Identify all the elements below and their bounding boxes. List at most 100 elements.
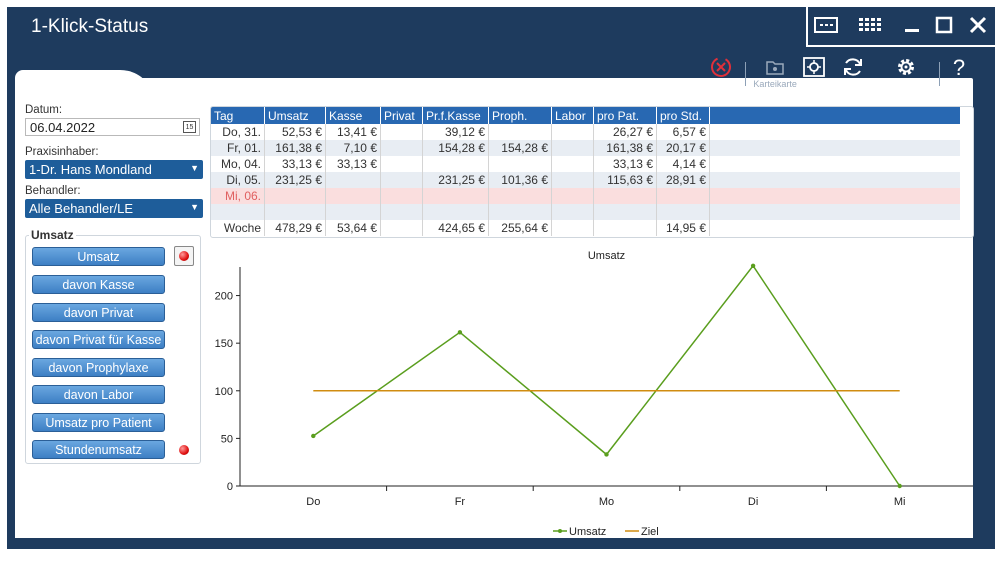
table-row[interactable]: Di, 05. 231,25 € 231,25 € 101,36 € 115,6… [211, 172, 960, 188]
zoom-label: Zoom [802, 79, 826, 89]
karteikarte-button[interactable]: Karteikarte [753, 56, 797, 89]
table-cell [593, 220, 657, 236]
umsatz-group-title: Umsatz [29, 228, 76, 242]
table-cell [551, 220, 594, 236]
column-header[interactable]: Labor [551, 107, 594, 124]
maximize-button[interactable] [928, 7, 960, 43]
table-cell: Fr, 01. [211, 140, 265, 156]
y-tick-label: 50 [221, 433, 233, 445]
table-cell [488, 188, 552, 204]
table-cell [422, 204, 489, 220]
table-cell: 154,28 € [488, 140, 552, 156]
x-tick-label: Fr [455, 496, 466, 508]
table-row[interactable]: Mo, 04. 33,13 € 33,13 € 33,13 € 4,14 € [211, 156, 960, 172]
data-point [604, 452, 609, 457]
column-header[interactable]: Kasse [325, 107, 381, 124]
data-point [311, 433, 316, 439]
neuaufbau-label: Neuaufbau [830, 79, 875, 89]
umsatz-button[interactable]: Umsatz [32, 247, 165, 266]
behandler-label: Behandler: [25, 185, 81, 197]
table-cell [593, 204, 657, 220]
table-cell: 14,95 € [656, 220, 710, 236]
data-point [897, 483, 902, 489]
table-cell: 231,25 € [264, 172, 326, 188]
davon-privat-button[interactable]: davon Privat [32, 303, 165, 322]
umsatz-led-box[interactable] [174, 246, 194, 266]
minimize-icon [905, 29, 919, 32]
praxis-value: 1-Dr. Hans Mondland [29, 162, 152, 177]
praxis-select[interactable]: 1-Dr. Hans Mondland ▼ [25, 160, 203, 179]
table-cell [325, 188, 381, 204]
table-cell [551, 140, 594, 156]
davon-prophylaxe-button[interactable]: davon Prophylaxe [32, 358, 165, 377]
chevron-down-icon: ▼ [190, 163, 199, 173]
table-cell [325, 172, 381, 188]
data-point [457, 330, 463, 335]
column-header[interactable]: Umsatz [264, 107, 326, 124]
minimize-button[interactable] [896, 7, 928, 43]
table-cell: 20,17 € [656, 140, 710, 156]
table-cell [264, 204, 326, 220]
davon-privat-fuer-kasse-button[interactable]: davon Privat für Kasse [32, 330, 165, 349]
konfiguration-button[interactable]: Konfiguration [880, 56, 933, 89]
behandler-select[interactable]: Alle Behandler/LE ▼ [25, 199, 203, 218]
table-row-woche[interactable]: Woche 478,29 € 53,64 € 424,65 € 255,64 €… [211, 220, 960, 236]
umsatz-pro-patient-button[interactable]: Umsatz pro Patient [32, 413, 165, 432]
table-cell: Woche [211, 220, 265, 236]
close-button[interactable] [962, 7, 994, 43]
table-cell [551, 156, 594, 172]
table-cell: 101,36 € [488, 172, 552, 188]
beenden-button[interactable]: Beenden [703, 56, 739, 89]
table-cell: 161,38 € [593, 140, 657, 156]
stundenumsatz-button[interactable]: Stundenumsatz [32, 440, 165, 459]
table-row[interactable]: Fr, 01. 161,38 € 7,10 € 154,28 € 154,28 … [211, 140, 960, 156]
table-cell [551, 172, 594, 188]
column-header[interactable]: pro Std. [656, 107, 710, 124]
table-cell: Mo, 04. [211, 156, 265, 172]
help-icon: ? [953, 56, 965, 78]
table-filler-cell [709, 156, 960, 172]
table-row[interactable]: Do, 31. 52,53 € 13,41 € 39,12 € 26,27 € … [211, 124, 960, 140]
table-cell: 26,27 € [593, 124, 657, 140]
column-header[interactable]: pro Pat. [593, 107, 657, 124]
table-cell [551, 204, 594, 220]
legend-label: Ziel [641, 526, 659, 538]
column-header[interactable]: Privat [380, 107, 423, 124]
date-field[interactable]: 06.04.2022 15 [25, 118, 200, 136]
table-cell: 7,10 € [325, 140, 381, 156]
davon-labor-button[interactable]: davon Labor [32, 385, 165, 404]
column-header[interactable]: Tag [211, 107, 265, 124]
umsatz-chart: Umsatz 0 50 100 150 200 Do Fr Mo Di Mi Umsatz Ziel [215, 250, 973, 538]
hilfe-button[interactable]: ? Hilfe [947, 56, 971, 89]
chevron-down-icon: ▼ [190, 202, 199, 212]
table-cell: 6,57 € [656, 124, 710, 140]
table-cell: 52,53 € [264, 124, 326, 140]
table-cell: 231,25 € [422, 172, 489, 188]
date-value: 06.04.2022 [30, 120, 96, 135]
chart-title: Umsatz [588, 250, 625, 262]
gear-icon [898, 59, 915, 75]
grid-view-button[interactable] [856, 7, 888, 43]
table-cell [551, 124, 594, 140]
table-cell [488, 124, 552, 140]
davon-kasse-button[interactable]: davon Kasse [32, 275, 165, 294]
umsatz-group [25, 235, 201, 464]
konfiguration-label: Konfiguration [879, 79, 933, 89]
compact-view-button[interactable] [810, 7, 842, 43]
neuaufbau-button[interactable]: Neuaufbau [831, 56, 875, 89]
table-row-today[interactable]: Mi, 06. [211, 188, 960, 204]
table-cell [380, 124, 423, 140]
table-cell: Mi, 06. [211, 188, 265, 204]
table-cell [264, 188, 326, 204]
praxis-label: Praxisinhaber: [25, 146, 99, 158]
record-card-icon [766, 61, 784, 75]
column-header[interactable]: Pr.f.Kasse [422, 107, 489, 124]
table-cell: 33,13 € [325, 156, 381, 172]
column-header[interactable]: Proph. [488, 107, 552, 124]
table-cell: 33,13 € [593, 156, 657, 172]
y-tick-label: 200 [215, 291, 233, 303]
table-cell [380, 188, 423, 204]
zoom-button[interactable]: Zoom [802, 56, 826, 89]
compact-view-icon [814, 17, 838, 33]
calendar-icon[interactable]: 15 [183, 121, 196, 133]
